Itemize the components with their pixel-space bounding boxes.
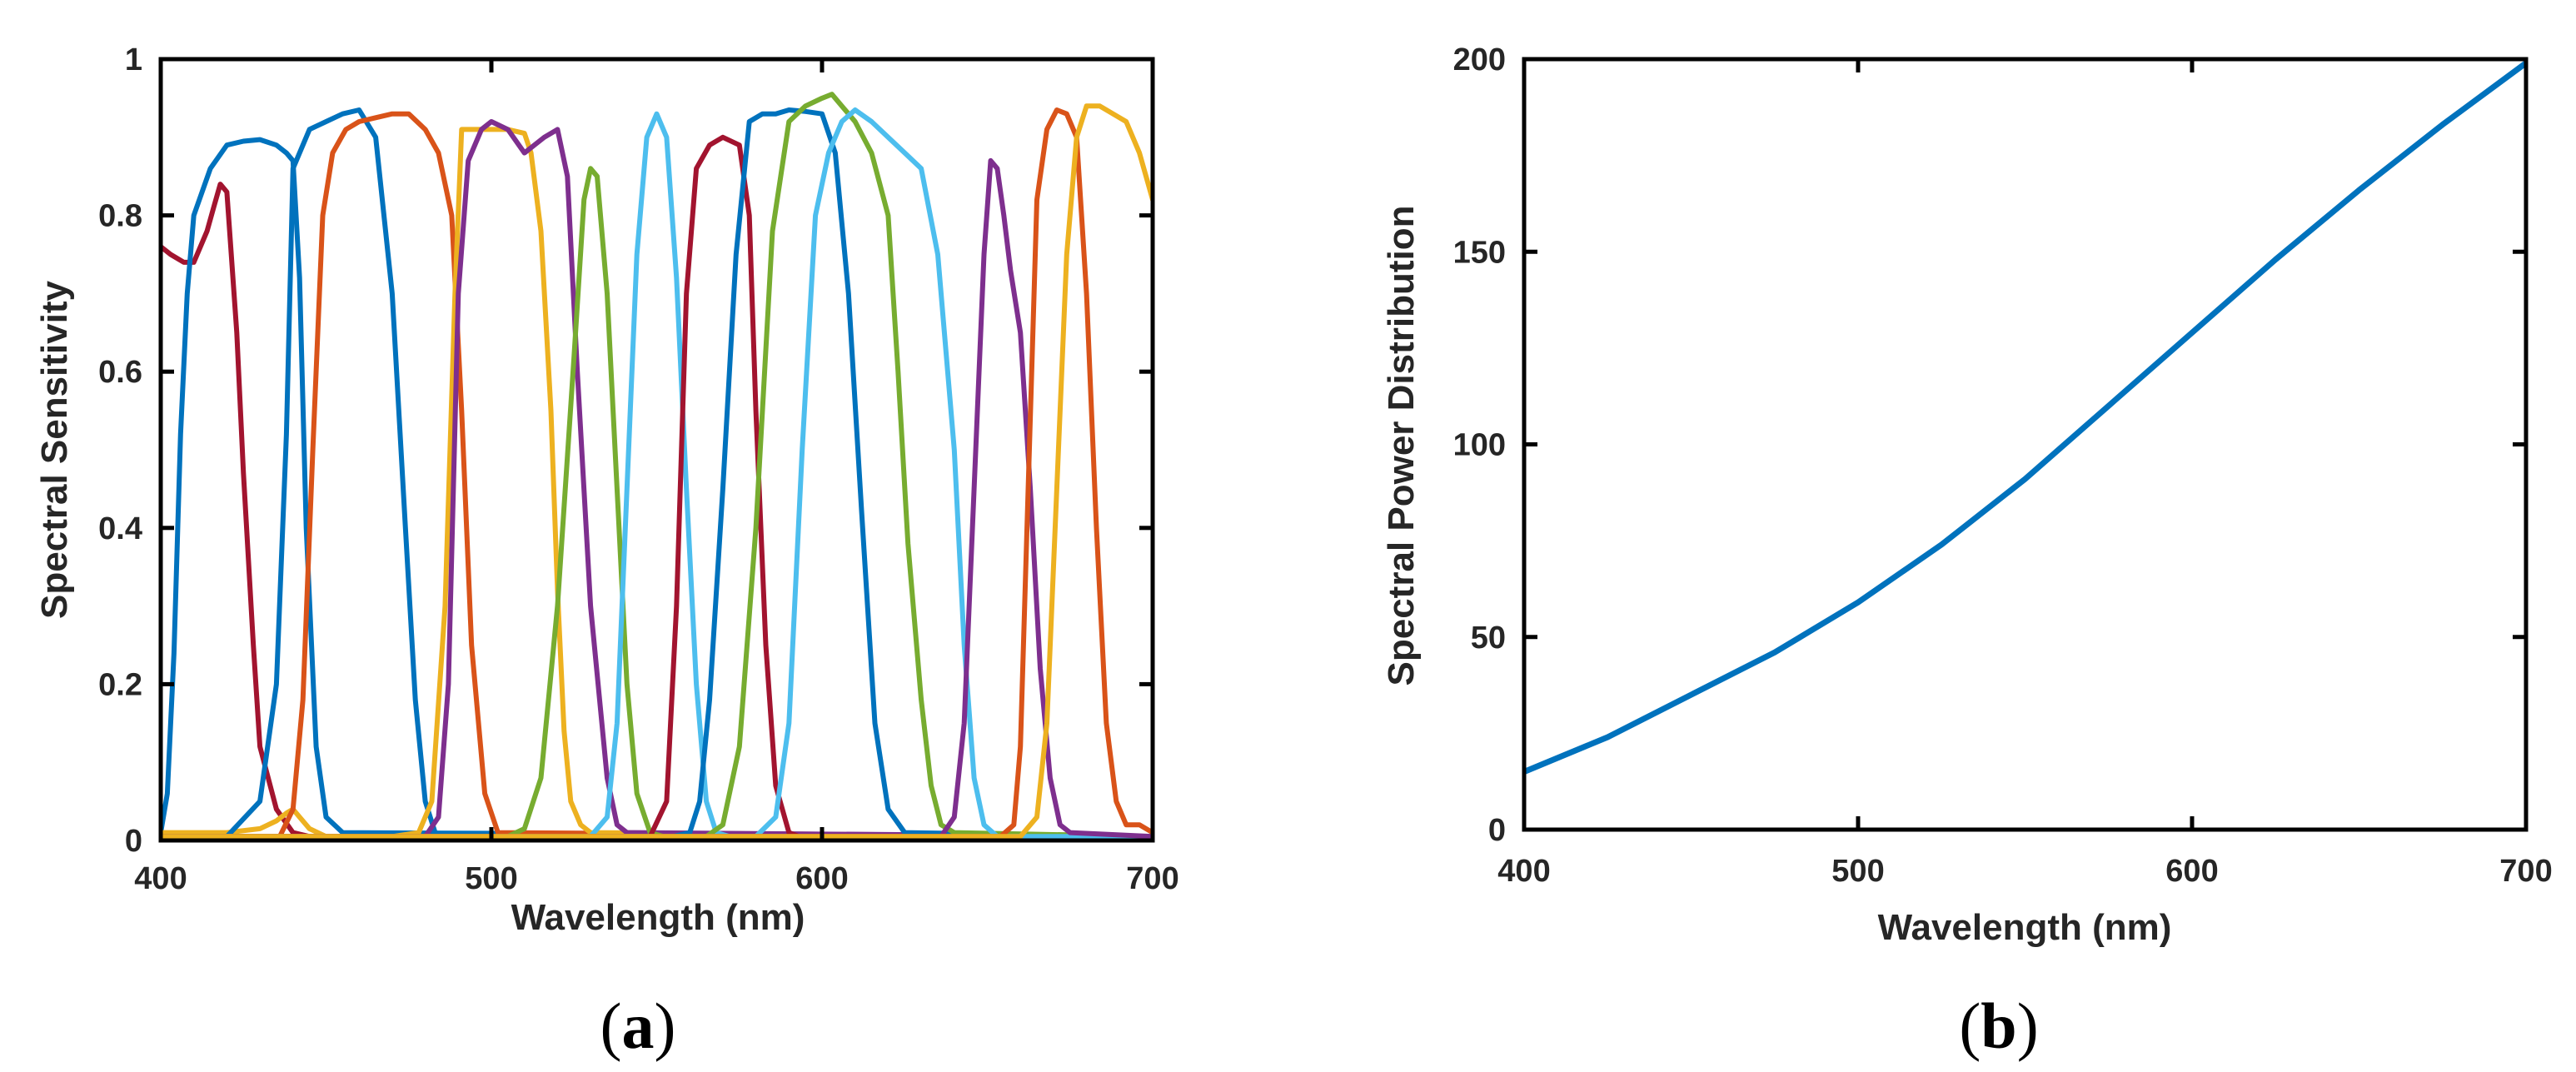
chart-a-series-band-11 bbox=[161, 107, 1153, 840]
chart-a-series-band-14 bbox=[161, 157, 1153, 840]
chart-a-series-band-9 bbox=[161, 111, 1153, 840]
chart-a-x-tick-label: 700 bbox=[1126, 861, 1178, 896]
panel-label-a-open: ( bbox=[600, 990, 622, 1062]
chart-b-y-tick-label: 150 bbox=[1453, 235, 1506, 270]
chart-b-ticks bbox=[1522, 57, 2529, 832]
chart-b-y-tick-label: 200 bbox=[1453, 42, 1506, 77]
chart-b-y-tick-label: 100 bbox=[1453, 428, 1506, 463]
chart-a-ticks bbox=[158, 57, 1155, 843]
chart-a-series-group bbox=[161, 92, 1153, 840]
chart-b-y-tick-labels: 0 50 100 150 200 bbox=[1453, 42, 1506, 848]
panel-label-b-letter: b bbox=[1981, 990, 2016, 1062]
panel-label-a: (a) bbox=[600, 990, 676, 1062]
chart-b-series-group bbox=[1524, 60, 2526, 775]
chart-a-x-tick-label: 400 bbox=[134, 861, 187, 896]
chart-a-y-tick-label: 0.2 bbox=[98, 667, 142, 702]
chart-a-series-band-4 bbox=[161, 107, 1153, 840]
chart-a-series-band-13 bbox=[161, 107, 1153, 840]
panel-label-b-close: ) bbox=[2017, 990, 2039, 1062]
chart-a-x-tick-label: 600 bbox=[795, 861, 848, 896]
chart-a-y-tick-label: 0.6 bbox=[98, 355, 142, 390]
chart-a: 400 500 600 700 0 0.2 0.4 0.6 0.8 1 Wavelength (… bbox=[34, 42, 1179, 1062]
chart-b: 400 500 600 700 0 50 100 150 200 Wavelength (nm… bbox=[1381, 42, 2553, 1062]
chart-a-series-band-7 bbox=[161, 119, 1153, 840]
chart-b-x-tick-label: 400 bbox=[1497, 854, 1550, 889]
chart-b-x-tick-label: 500 bbox=[1831, 854, 1884, 889]
chart-b-y-tick-label: 0 bbox=[1488, 813, 1506, 848]
chart-a-x-axis-label: Wavelength (nm) bbox=[511, 897, 805, 938]
chart-a-series-band-16 bbox=[161, 103, 1153, 840]
chart-b-series-illuminant bbox=[1524, 60, 2526, 775]
chart-b-x-tick-labels: 400 500 600 700 bbox=[1497, 854, 2552, 889]
chart-b-y-axis-label: Spectral Power Distribution bbox=[1381, 206, 1422, 686]
chart-a-series-band-10 bbox=[161, 134, 1153, 840]
chart-b-x-axis-label: Wavelength (nm) bbox=[1878, 907, 2172, 948]
chart-a-series-band-15 bbox=[161, 107, 1153, 840]
chart-a-series-band-12 bbox=[161, 92, 1153, 840]
chart-a-y-tick-label: 0.8 bbox=[98, 199, 142, 234]
chart-a-series-band-8 bbox=[161, 166, 1153, 840]
panel-label-a-close: ) bbox=[655, 990, 676, 1062]
chart-a-y-tick-label: 0.4 bbox=[98, 511, 142, 546]
chart-a-y-tick-labels: 0 0.2 0.4 0.6 0.8 1 bbox=[98, 42, 142, 859]
chart-a-y-tick-label: 0 bbox=[125, 824, 142, 859]
panel-label-b-open: ( bbox=[1959, 990, 1981, 1062]
chart-b-y-tick-label: 50 bbox=[1471, 621, 1506, 656]
panel-label-a-letter: a bbox=[622, 990, 655, 1062]
chart-a-axes-box bbox=[158, 57, 1155, 843]
chart-b-x-tick-label: 700 bbox=[2499, 854, 2552, 889]
chart-a-y-axis-label: Spectral Sensitivity bbox=[34, 281, 75, 619]
panel-label-b: (b) bbox=[1959, 990, 2038, 1062]
chart-a-y-tick-label: 1 bbox=[125, 42, 142, 77]
chart-a-series-band-5 bbox=[161, 111, 1153, 840]
chart-b-x-tick-label: 600 bbox=[2165, 854, 2218, 889]
chart-a-x-tick-label: 500 bbox=[465, 861, 517, 896]
chart-a-series-band-2 bbox=[161, 137, 1153, 840]
chart-a-series-band-6 bbox=[161, 127, 1153, 840]
chart-a-x-tick-labels: 400 500 600 700 bbox=[134, 861, 1178, 896]
